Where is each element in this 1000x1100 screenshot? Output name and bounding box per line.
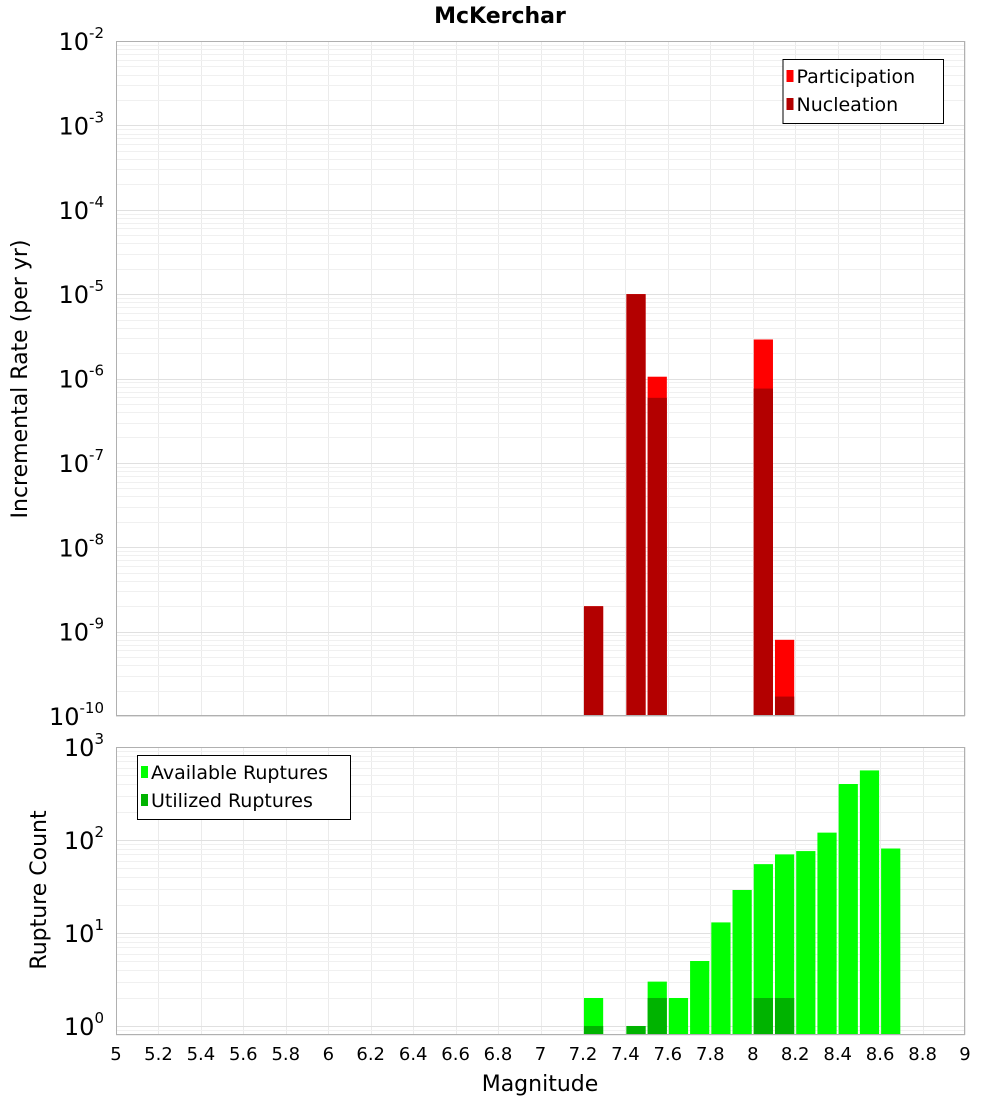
legend-swatch xyxy=(786,70,794,82)
y-tick-label: 10-2 xyxy=(58,24,104,56)
legend-swatch xyxy=(141,766,148,778)
legend-label: Participation xyxy=(797,66,916,88)
x-tick-label: 6 xyxy=(323,1044,334,1065)
x-tick-label: 9 xyxy=(959,1044,970,1065)
chart-title: McKerchar xyxy=(434,4,566,29)
x-tick-label: 7.4 xyxy=(611,1044,640,1065)
y-tick-label: 102 xyxy=(64,823,104,855)
x-tick-label: 5.2 xyxy=(144,1044,173,1065)
bar xyxy=(859,770,880,1035)
x-tick-label: 8.4 xyxy=(823,1044,852,1065)
series-available-ruptures xyxy=(583,770,901,1035)
y-axis-label-count: Rupture Count xyxy=(27,810,52,970)
x-tick-label: 7.6 xyxy=(653,1044,682,1065)
gridlines xyxy=(116,41,966,717)
legend: Participation Nucleation xyxy=(782,59,944,124)
legend-label: Utilized Ruptures xyxy=(151,790,313,812)
legend-box xyxy=(137,755,351,820)
bar xyxy=(753,864,773,1035)
bar xyxy=(647,997,667,1035)
rate-panel: 10-10 10-9 10-8 10-7 10-6 10-5 10-4 10-3 10-2 Par… xyxy=(49,24,966,731)
y-tick-label: 10-4 xyxy=(58,193,104,225)
bar xyxy=(583,997,604,1035)
bar xyxy=(774,997,795,1035)
x-tick-label: 7.8 xyxy=(696,1044,725,1065)
x-tick-label: 5.8 xyxy=(271,1044,300,1065)
bar xyxy=(626,1025,646,1035)
legend-label: Available Ruptures xyxy=(151,762,328,784)
x-axis-label: Magnitude xyxy=(482,1072,599,1097)
y-tick-label: 10-9 xyxy=(58,615,104,647)
legend-swatch xyxy=(141,794,148,806)
bar xyxy=(583,1025,604,1035)
plot-frame xyxy=(116,41,965,716)
y-tick-label: 10-5 xyxy=(58,277,104,309)
x-tick-label: 7.2 xyxy=(569,1044,598,1065)
bar xyxy=(732,889,752,1035)
bar xyxy=(796,851,816,1035)
x-tick-label: 7 xyxy=(535,1044,546,1065)
bar xyxy=(753,997,773,1035)
y-tick-label: 100 xyxy=(64,1009,104,1041)
y-tick-label: 10-3 xyxy=(58,108,104,140)
bar xyxy=(881,848,901,1035)
bar xyxy=(817,832,837,1035)
y-tick-label: 101 xyxy=(64,916,104,948)
x-axis: 5 5.2 5.4 5.6 5.8 6 6.2 6.4 6.6 6.8 7 7.2 7.4 7.6 7.8 8… xyxy=(110,1044,970,1065)
x-tick-label: 8 xyxy=(747,1044,758,1065)
x-tick-label: 8.6 xyxy=(866,1044,895,1065)
bar xyxy=(711,922,731,1035)
count-panel: 100 101 102 103 Available Ruptures Utilized R… xyxy=(64,730,966,1041)
bar xyxy=(668,997,689,1035)
bar xyxy=(647,397,667,716)
x-tick-label: 6.4 xyxy=(399,1044,428,1065)
bar xyxy=(753,388,773,716)
legend: Available Ruptures Utilized Ruptures xyxy=(137,755,351,820)
bar xyxy=(774,854,795,1035)
bar xyxy=(774,696,795,716)
y-axis-label-rate: Incremental Rate (per yr) xyxy=(8,240,33,519)
y-tick-label: 103 xyxy=(64,730,104,762)
x-tick-label: 8.8 xyxy=(908,1044,937,1065)
bar xyxy=(626,294,646,717)
x-tick-label: 6.2 xyxy=(356,1044,385,1065)
x-tick-label: 8.2 xyxy=(781,1044,810,1065)
legend-box xyxy=(782,59,944,124)
x-tick-label: 5.4 xyxy=(187,1044,216,1065)
legend-swatch xyxy=(786,98,794,110)
bar xyxy=(838,784,858,1035)
plot-frame xyxy=(116,747,965,1035)
plot-area xyxy=(116,41,965,716)
legend-label: Nucleation xyxy=(797,94,899,116)
x-tick-label: 5 xyxy=(110,1044,121,1065)
x-tick-label: 6.8 xyxy=(484,1044,513,1065)
series-nucleation xyxy=(583,294,795,717)
y-tick-label: 10-8 xyxy=(58,530,104,562)
y-tick-label: 10-7 xyxy=(58,446,104,478)
y-tick-label: 10-6 xyxy=(58,362,104,394)
bar xyxy=(690,960,710,1035)
series-utilized-ruptures xyxy=(583,997,795,1035)
x-tick-label: 5.6 xyxy=(229,1044,258,1065)
bar xyxy=(583,606,604,716)
y-tick-label: 10-10 xyxy=(49,699,104,731)
x-tick-label: 6.6 xyxy=(441,1044,470,1065)
